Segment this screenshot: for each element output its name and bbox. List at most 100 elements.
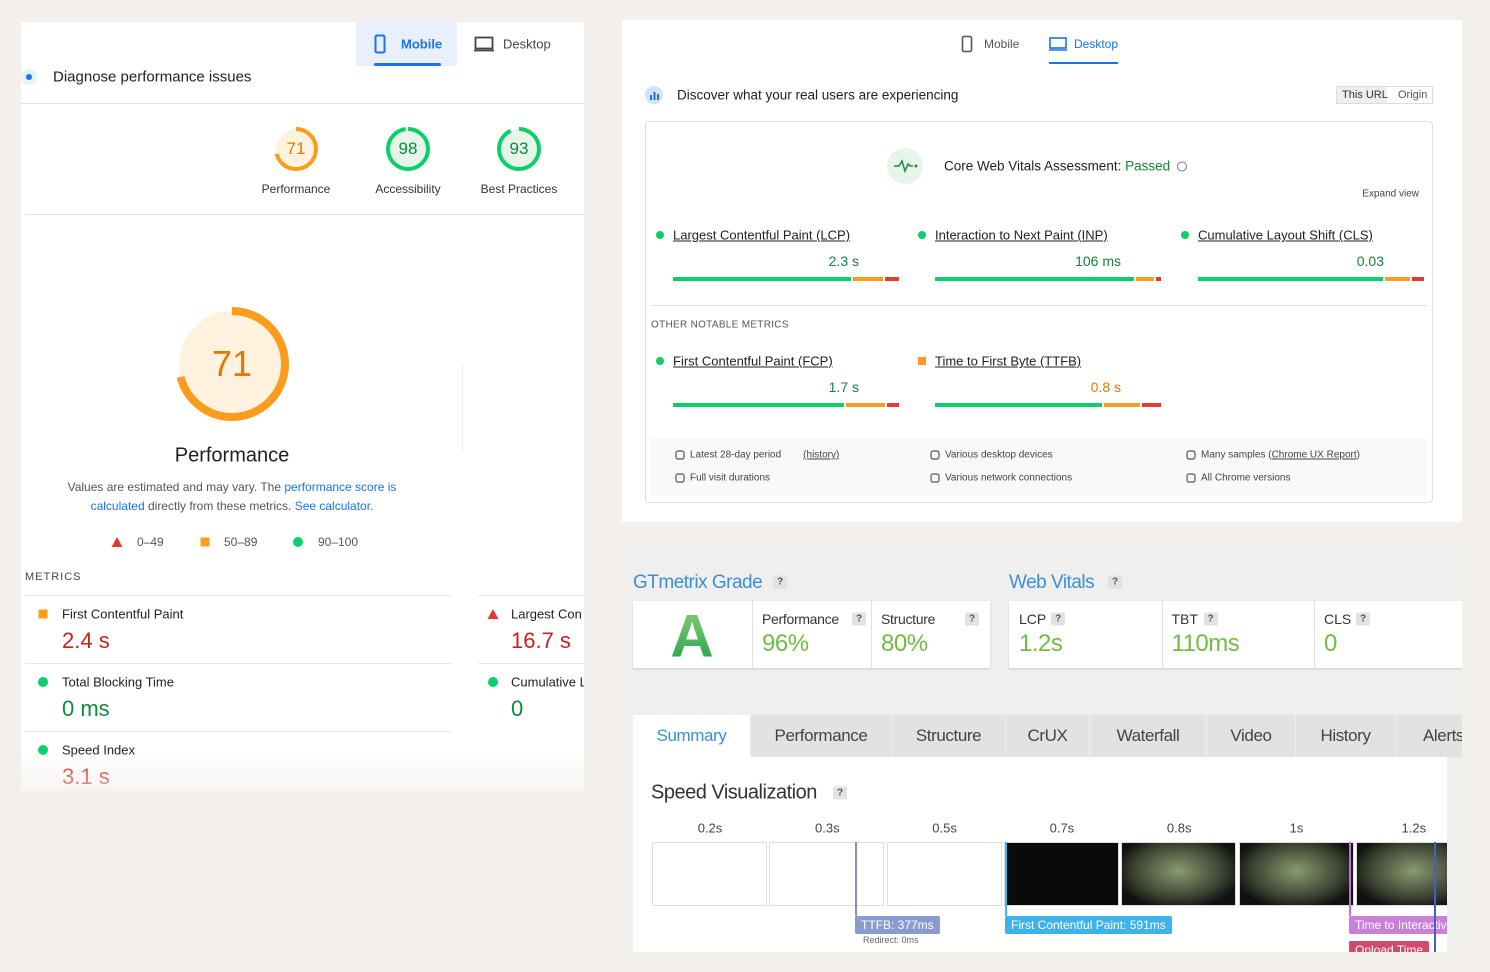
tab[interactable]: Mobile	[401, 36, 443, 52]
icon-shape	[930, 450, 940, 460]
metric-name[interactable]: Interaction to Next Paint (INP)	[935, 227, 1108, 243]
metric-value: 0.8 s	[1090, 379, 1121, 395]
metric-value: 2.3 s	[828, 253, 859, 269]
tab-label[interactable]: Video	[1230, 726, 1272, 745]
footer-icon	[675, 450, 685, 460]
desktop-icon	[1049, 37, 1067, 51]
toggle-option[interactable]: This URL	[1342, 89, 1388, 101]
metrics-heading: METRICS	[25, 571, 82, 583]
note-link[interactable]: performance score is calculated	[90, 480, 397, 513]
toggle-option[interactable]: Origin	[1398, 89, 1428, 101]
pagespeed-panel: Mobile Desktop Diagnose performance issues…	[21, 22, 584, 790]
footer-text: Various desktop devices	[945, 449, 1053, 461]
gauge-bg	[388, 129, 428, 169]
tab[interactable]	[1006, 715, 1089, 757]
tab[interactable]	[633, 715, 750, 757]
icon-shape	[918, 357, 926, 365]
distribution-bar	[1198, 277, 1383, 281]
icon-shape	[918, 231, 926, 239]
icon-shape	[656, 357, 664, 365]
distribution-bar	[887, 403, 899, 407]
icon-shape	[657, 94, 659, 100]
tab[interactable]	[892, 715, 1005, 757]
metric-name: TBT	[1171, 611, 1198, 627]
divider	[478, 663, 584, 664]
distribution-bar	[1103, 403, 1141, 407]
cell-border	[752, 601, 753, 668]
expand-link[interactable]: Expand view	[1362, 188, 1419, 200]
tab-label[interactable]: CrUX	[1027, 726, 1068, 745]
metric-name[interactable]: Time to First Byte (TTFB)	[935, 353, 1082, 369]
footer-icon	[930, 450, 940, 460]
tab-label[interactable]: Summary	[656, 726, 727, 745]
distribution-bar	[1156, 277, 1161, 281]
tab-underline	[1049, 62, 1118, 64]
tab[interactable]: Desktop	[503, 36, 551, 52]
assessment-label: Core Web Vitals Assessment:	[944, 158, 1126, 174]
metric-name[interactable]: Cumulative Layout Shift (CLS)	[1198, 227, 1373, 243]
mobile-icon	[374, 34, 386, 54]
metric-name[interactable]: Largest Contentful Paint (LCP)	[673, 227, 851, 243]
tab[interactable]	[1296, 715, 1395, 757]
frame	[1355, 842, 1447, 906]
icon-shape	[1049, 37, 1067, 49]
tab[interactable]: Desktop	[1074, 37, 1119, 51]
score-value: 71	[211, 343, 253, 384]
tab[interactable]	[1207, 715, 1295, 757]
tab-label[interactable]: Performance	[774, 726, 868, 745]
metric-value: 0	[511, 696, 524, 721]
icon-shape	[1186, 473, 1196, 483]
footer-icon	[930, 473, 940, 483]
tab[interactable]: Mobile	[984, 37, 1020, 51]
tab-label[interactable]: Waterfall	[1116, 726, 1180, 745]
gauge-arc	[175, 307, 289, 421]
gauge-bg	[499, 129, 539, 169]
divider	[25, 663, 452, 664]
score-label: Accessibility	[375, 182, 441, 196]
metric-value: 0	[1324, 630, 1337, 657]
icon-shape	[887, 148, 923, 184]
footer-link[interactable]: (history)	[803, 449, 840, 461]
footer-item: Latest 28-day period (history)	[690, 450, 839, 461]
icon-shape	[894, 159, 913, 174]
footer-text: )	[1356, 449, 1360, 461]
note-link[interactable]: See calculator.	[294, 499, 374, 513]
section-title: Discover what your real users are experi…	[677, 87, 959, 103]
metric-name: Largest Con	[511, 606, 582, 622]
gauge-bg	[179, 311, 285, 417]
frame-time: 0.5s	[932, 820, 957, 836]
metric-name: First Contentful Paint	[62, 606, 184, 622]
icon-shape	[38, 609, 48, 619]
section-title: Web Vitals	[1009, 572, 1095, 593]
frame	[1238, 842, 1354, 906]
help-badge: ?	[852, 612, 867, 626]
metric-value: 106 ms	[1075, 253, 1121, 269]
tab-label[interactable]: Alerts	[1422, 726, 1462, 745]
score-label: Best Practices	[480, 182, 558, 196]
help-icon	[1177, 161, 1188, 172]
tab[interactable]	[751, 715, 891, 757]
main-score-label: Performance	[174, 444, 290, 467]
divider	[478, 595, 584, 596]
metric-name[interactable]: First Contentful Paint (FCP)	[673, 353, 833, 369]
help-badge: ?	[1108, 575, 1123, 589]
tab-label[interactable]: Structure	[915, 726, 982, 745]
icon-shape	[474, 36, 494, 50]
marker-label: Onload Time	[1349, 941, 1430, 952]
footer-text: Latest 28-day period	[690, 449, 782, 461]
icon-shape	[111, 537, 123, 547]
summary-content: Speed Visualization? 0.2s 0.3s 0.5s 0.7s 0.8s…	[633, 757, 1447, 952]
cell-border	[1314, 601, 1315, 668]
metric-name: Structure	[881, 611, 936, 627]
tab[interactable]	[1090, 715, 1206, 757]
score-value: 71	[286, 139, 306, 158]
desktop-icon	[474, 36, 494, 52]
tab[interactable]	[1396, 715, 1462, 757]
metric-name: LCP	[1019, 611, 1047, 627]
gauge-arc	[497, 127, 541, 171]
tab-label[interactable]: History	[1320, 726, 1371, 745]
marker-line	[1005, 842, 1007, 916]
icon-shape	[293, 537, 303, 547]
footer-link[interactable]: Chrome UX Report	[1271, 449, 1357, 461]
